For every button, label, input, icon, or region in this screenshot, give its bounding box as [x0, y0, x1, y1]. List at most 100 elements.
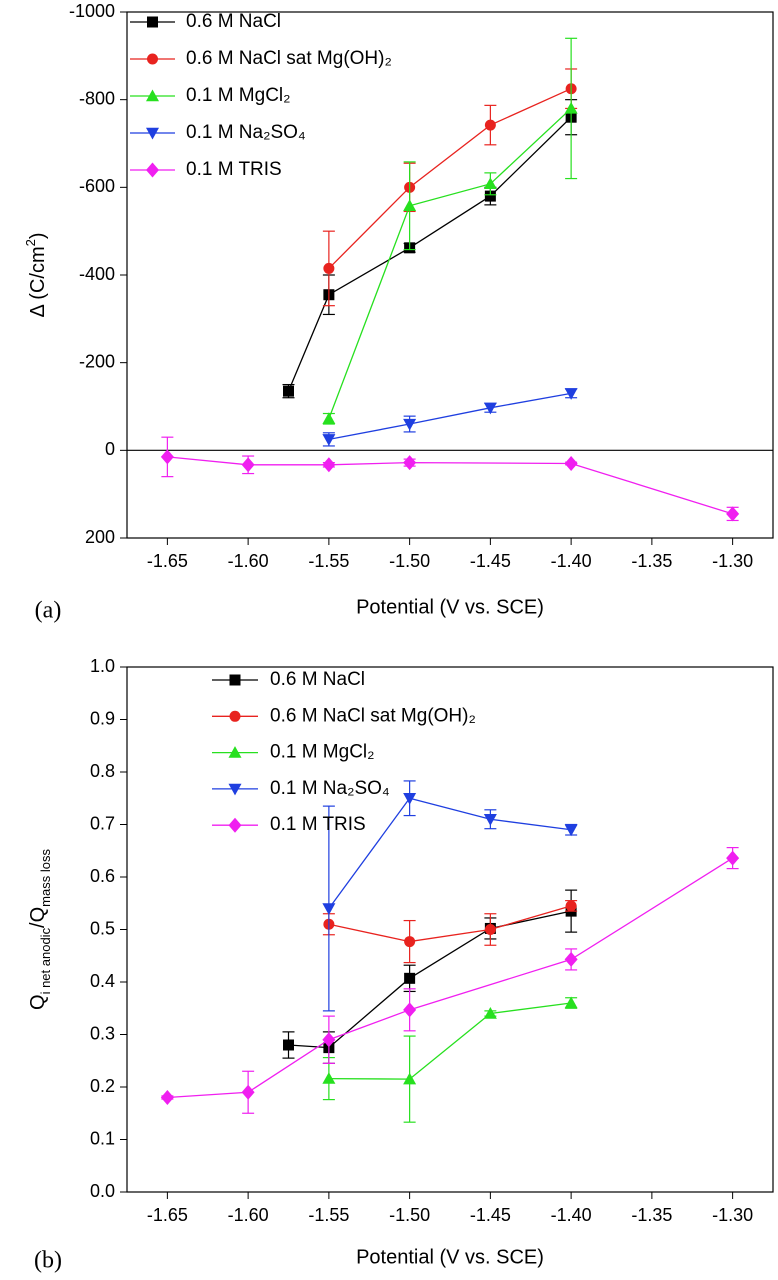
- marker: [228, 746, 242, 758]
- marker: [564, 455, 578, 471]
- y-axis-label: Δ (C/cm2): [23, 232, 49, 317]
- chart-panel: 0.0 0.1 0.2 0.3 0.4 0.5 0.6 0.7 0.8 0.9 1.0 -1.65 -1…: [27, 656, 774, 1274]
- y-axis-label-part: Δ (C/cm: [27, 246, 49, 317]
- series: [160, 436, 740, 522]
- y-axis-label-part: mass loss: [38, 849, 53, 907]
- legend-label: 0.6 M NaCl sat Mg(OH)₂: [186, 48, 392, 69]
- marker: [146, 162, 159, 178]
- y-tick-label: 0.2: [90, 1076, 115, 1096]
- marker: [228, 817, 242, 833]
- x-tick-label: -1.45: [470, 551, 511, 571]
- chart-panel: 200 0 -200 -400 -600 -800 -1000 -1.65 -1.60 -1.55…: [23, 1, 774, 624]
- series-line: [328, 88, 572, 269]
- y-tick-label: 0.4: [90, 971, 115, 991]
- marker: [241, 1084, 255, 1100]
- marker: [564, 951, 578, 967]
- y-axis-label-part: 2: [23, 239, 38, 246]
- marker: [241, 457, 255, 473]
- marker: [484, 924, 496, 935]
- marker: [323, 262, 335, 274]
- x-tick-label: -1.40: [551, 551, 592, 571]
- legend-label: 0.6 M NaCl: [186, 11, 281, 32]
- y-tick-label: 0: [105, 439, 115, 459]
- series-line: [287, 116, 572, 392]
- marker: [483, 814, 497, 826]
- marker: [484, 190, 496, 202]
- x-axis-label: Potential (V vs. SCE): [356, 1246, 544, 1268]
- legend-label: 0.1 M TRIS: [270, 814, 366, 835]
- marker: [322, 1072, 336, 1084]
- marker: [564, 388, 578, 400]
- x-tick-label: -1.60: [228, 551, 269, 571]
- legend-label: 0.1 M TRIS: [186, 159, 282, 180]
- legend-label: 0.6 M NaCl sat Mg(OH)₂: [270, 705, 476, 726]
- y-tick-label: 0.7: [90, 813, 115, 833]
- x-tick-label: -1.35: [631, 1205, 672, 1225]
- marker: [564, 101, 578, 114]
- series: [322, 388, 578, 447]
- series-line: [328, 1002, 572, 1080]
- x-tick-label: -1.65: [147, 551, 188, 571]
- marker: [229, 710, 241, 722]
- y-tick-label: -1000: [69, 1, 115, 21]
- y-axis-label-part: i net anodic: [38, 927, 53, 994]
- marker: [726, 850, 740, 866]
- y-tick-label: -800: [79, 88, 115, 108]
- x-tick-label: -1.50: [389, 1205, 430, 1225]
- series-line: [288, 910, 572, 1049]
- marker: [404, 936, 416, 948]
- marker: [160, 1090, 174, 1105]
- x-tick-label: -1.45: [470, 1205, 511, 1225]
- y-tick-label: 0.8: [90, 761, 115, 781]
- marker: [283, 1039, 294, 1051]
- marker: [483, 402, 497, 415]
- marker: [403, 1072, 417, 1085]
- marker: [403, 455, 417, 471]
- marker: [283, 385, 294, 397]
- x-tick-label: -1.35: [631, 551, 672, 571]
- y-tick-label: -400: [79, 264, 115, 284]
- series-line: [328, 797, 572, 909]
- series: [322, 900, 578, 964]
- marker: [160, 449, 174, 465]
- marker: [403, 793, 417, 805]
- y-axis-label: Qi net anodic/Qmass loss: [27, 849, 53, 1010]
- y-tick-label: 0.1: [90, 1128, 115, 1148]
- marker: [147, 16, 158, 28]
- y-axis-label-part: Q: [27, 994, 49, 1010]
- x-tick-label: -1.30: [712, 551, 753, 571]
- marker: [726, 506, 740, 522]
- legend-label: 0.1 M Na₂SO₄: [270, 778, 390, 799]
- marker: [146, 89, 159, 102]
- series: [322, 68, 578, 307]
- y-axis-label-part: /Q: [27, 907, 49, 928]
- series-line: [167, 857, 733, 1099]
- marker: [322, 457, 336, 473]
- y-tick-label: 0.3: [90, 1023, 115, 1043]
- marker: [564, 996, 578, 1009]
- legend-label: 0.1 M MgCl₂: [270, 742, 375, 763]
- series-line: [167, 456, 733, 515]
- marker: [146, 127, 159, 140]
- marker: [564, 824, 578, 837]
- marker: [403, 199, 417, 211]
- x-tick-label: -1.40: [551, 1205, 592, 1225]
- marker: [403, 418, 417, 431]
- x-tick-label: -1.55: [308, 551, 349, 571]
- marker: [484, 119, 496, 131]
- marker: [229, 674, 241, 686]
- panel-label: (b): [34, 1248, 62, 1274]
- marker: [147, 53, 158, 65]
- y-tick-label: -200: [79, 351, 115, 371]
- x-tick-label: -1.55: [308, 1205, 349, 1225]
- x-tick-label: -1.60: [228, 1205, 269, 1225]
- y-tick-label: 1.0: [90, 656, 115, 676]
- legend-label: 0.6 M NaCl: [270, 669, 365, 690]
- marker: [322, 434, 336, 446]
- marker: [404, 972, 416, 984]
- x-tick-label: -1.30: [712, 1205, 753, 1225]
- y-tick-label: 0.5: [90, 918, 115, 938]
- series-line: [328, 107, 572, 420]
- marker: [228, 783, 242, 796]
